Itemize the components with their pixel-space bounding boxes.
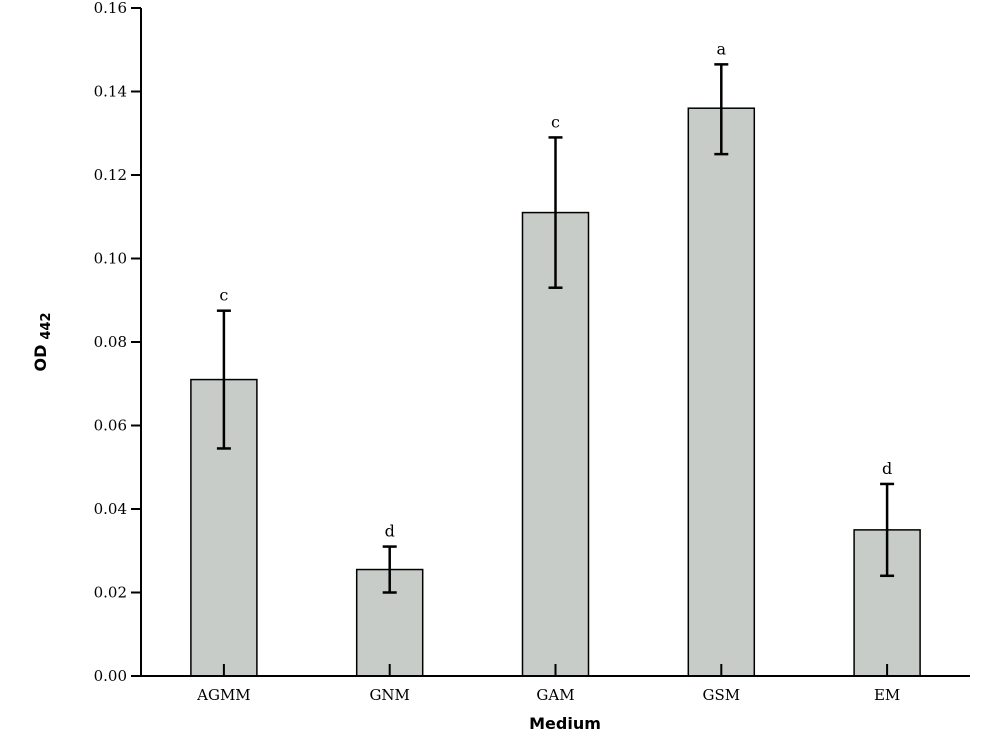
bar-gam xyxy=(521,211,590,677)
significance-label: c xyxy=(551,112,560,131)
x-tick-label: GNM xyxy=(369,686,409,704)
x-tick-label: GAM xyxy=(536,686,574,704)
y-axis: 0.00 0.02 0.04 0.06 0.08 0.10 0.12 0.14 0.16 xyxy=(94,0,142,685)
y-axis-title-subscript: 442 xyxy=(39,312,54,339)
y-tick-label: 0.12 xyxy=(94,166,127,184)
y-tick-label: 0.10 xyxy=(94,250,127,268)
x-axis-title: Medium xyxy=(529,714,601,733)
y-tick-label: 0.02 xyxy=(94,584,127,602)
y-tick-label: 0.16 xyxy=(94,0,127,17)
y-tick-label: 0.14 xyxy=(94,83,127,101)
bar-gsm xyxy=(687,107,756,677)
y-tick-label: 0.00 xyxy=(94,667,127,685)
y-tick-label: 0.06 xyxy=(94,417,127,435)
significance-label: c xyxy=(219,286,228,305)
y-axis-title: OD 442 xyxy=(31,312,54,371)
x-axis: AGMM GNM GAM GSM EM xyxy=(141,664,970,704)
significance-label: d xyxy=(385,522,395,541)
y-axis-title-main: OD xyxy=(31,345,50,372)
x-tick-label: AGMM xyxy=(196,686,251,704)
significance-label: a xyxy=(717,39,727,58)
x-tick-label: EM xyxy=(874,686,900,704)
y-tick-label: 0.08 xyxy=(94,333,127,351)
y-tick-label: 0.04 xyxy=(94,500,127,518)
plot-area: c d c a d xyxy=(190,39,921,677)
x-tick-label: GSM xyxy=(702,686,740,704)
significance-label: d xyxy=(882,459,892,478)
